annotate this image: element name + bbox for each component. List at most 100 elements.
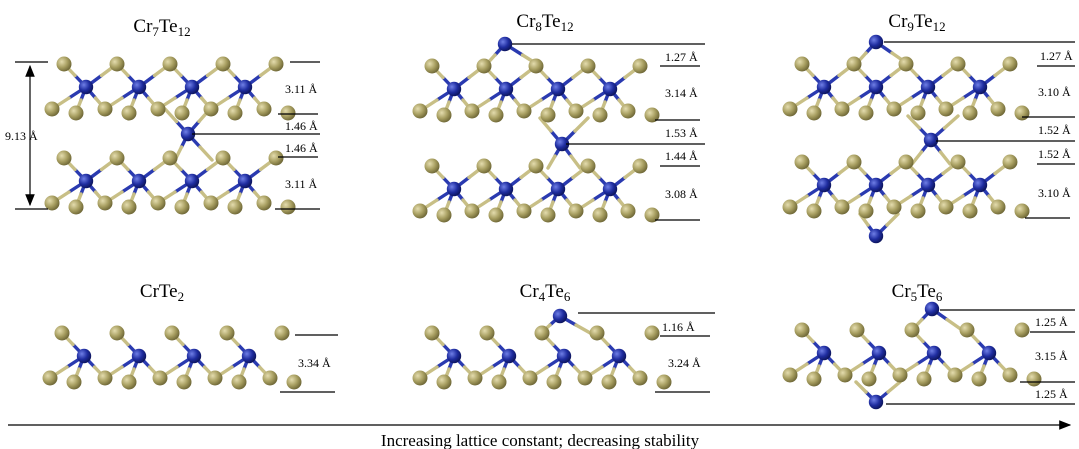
te-atom bbox=[424, 58, 440, 74]
te-atom bbox=[910, 203, 926, 219]
cr-atom bbox=[923, 132, 939, 148]
te-atom bbox=[412, 103, 428, 119]
panel-crte2-annotations: 3.34 Å bbox=[280, 334, 338, 393]
te-atom bbox=[568, 203, 584, 219]
cr-atom bbox=[78, 173, 94, 189]
cr-atom bbox=[446, 348, 462, 364]
te-atom bbox=[1002, 154, 1018, 170]
te-atom bbox=[268, 150, 284, 166]
te-atom bbox=[834, 101, 850, 117]
te-atom bbox=[962, 203, 978, 219]
cr-atom bbox=[498, 81, 514, 97]
te-atom bbox=[491, 374, 507, 390]
cr-atom bbox=[446, 181, 462, 197]
label-distance: 3.11 Å bbox=[285, 82, 318, 96]
te-atom bbox=[898, 56, 914, 72]
bond bbox=[910, 150, 924, 166]
te-atom bbox=[861, 371, 877, 387]
label-distance: 3.10 Å bbox=[1038, 85, 1071, 99]
panel-cr4te6-annotations: 1.16 Å 3.24 Å bbox=[578, 312, 715, 393]
te-atom bbox=[620, 203, 636, 219]
te-atom bbox=[516, 103, 532, 119]
cr-atom bbox=[78, 79, 94, 95]
te-atom bbox=[68, 105, 84, 121]
cr-atom bbox=[554, 136, 570, 152]
cr-atom bbox=[241, 348, 257, 364]
te-atom bbox=[436, 374, 452, 390]
te-atom bbox=[858, 203, 874, 219]
label-distance: 1.16 Å bbox=[662, 320, 695, 334]
te-atom bbox=[1026, 371, 1042, 387]
te-atom bbox=[286, 374, 302, 390]
te-atom bbox=[274, 325, 290, 341]
te-atom bbox=[632, 370, 648, 386]
te-atom bbox=[467, 370, 483, 386]
bond bbox=[854, 380, 868, 394]
te-atom bbox=[904, 322, 920, 338]
bond-layer bbox=[48, 40, 1012, 404]
te-atom bbox=[962, 105, 978, 121]
te-atom bbox=[109, 325, 125, 341]
te-atom bbox=[601, 374, 617, 390]
te-atom bbox=[54, 325, 70, 341]
cr-atom bbox=[556, 348, 572, 364]
cr-atom bbox=[920, 79, 936, 95]
te-atom bbox=[938, 199, 954, 215]
bond bbox=[573, 116, 590, 133]
cr-atom bbox=[131, 79, 147, 95]
cr-atom bbox=[868, 79, 884, 95]
label-distance: 1.52 Å bbox=[1038, 123, 1071, 137]
te-atom bbox=[644, 325, 660, 341]
label-distance: 3.10 Å bbox=[1038, 186, 1071, 200]
label-distance: 1.25 Å bbox=[1035, 315, 1068, 329]
te-atom bbox=[546, 374, 562, 390]
bond bbox=[942, 114, 960, 130]
te-atom bbox=[162, 150, 178, 166]
te-atom bbox=[121, 374, 137, 390]
te-atom bbox=[44, 101, 60, 117]
te-atom bbox=[950, 56, 966, 72]
bond bbox=[574, 323, 594, 336]
te-atom bbox=[950, 154, 966, 170]
te-atom bbox=[959, 322, 975, 338]
te-atom bbox=[176, 374, 192, 390]
te-atom bbox=[644, 107, 660, 123]
panel-cr5te6-annotations: 1.25 Å 3.15 Å 1.25 Å bbox=[886, 309, 1075, 405]
te-atom bbox=[256, 195, 272, 211]
cr-atom bbox=[131, 173, 147, 189]
te-atom bbox=[207, 370, 223, 386]
te-atom bbox=[589, 325, 605, 341]
te-atom bbox=[580, 58, 596, 74]
trend-caption: Increasing lattice constant; decreasing … bbox=[381, 431, 700, 449]
te-atom bbox=[280, 105, 296, 121]
te-atom bbox=[528, 158, 544, 174]
te-atom bbox=[464, 203, 480, 219]
te-atom bbox=[837, 367, 853, 383]
bond bbox=[163, 107, 179, 124]
cr-atom bbox=[920, 177, 936, 193]
te-atom bbox=[858, 105, 874, 121]
cr-atom bbox=[186, 348, 202, 364]
title-cr5te6: Cr5Te6 bbox=[892, 281, 943, 304]
title-crte2: CrTe2 bbox=[140, 281, 184, 304]
te-atom bbox=[97, 370, 113, 386]
panel-cr7te12-annotations: 9.13 Å 3.11 Å 1.46 Å 1.46 Å 3.11 Å bbox=[5, 61, 320, 210]
te-atom bbox=[215, 56, 231, 72]
bond bbox=[198, 145, 214, 162]
te-atom bbox=[947, 367, 963, 383]
label-distance: 1.53 Å bbox=[665, 126, 698, 140]
te-atom bbox=[916, 371, 932, 387]
te-atom bbox=[516, 203, 532, 219]
cr-atom bbox=[497, 36, 513, 52]
cr-atom bbox=[602, 81, 618, 97]
te-atom bbox=[56, 56, 72, 72]
cr-atom bbox=[868, 177, 884, 193]
te-atom bbox=[886, 101, 902, 117]
te-atom bbox=[109, 150, 125, 166]
te-atom bbox=[44, 195, 60, 211]
label-total-height: 9.13 Å bbox=[5, 129, 38, 143]
te-atom bbox=[540, 207, 556, 223]
te-atom bbox=[534, 325, 550, 341]
te-atom bbox=[424, 158, 440, 174]
cr-atom bbox=[868, 228, 884, 244]
